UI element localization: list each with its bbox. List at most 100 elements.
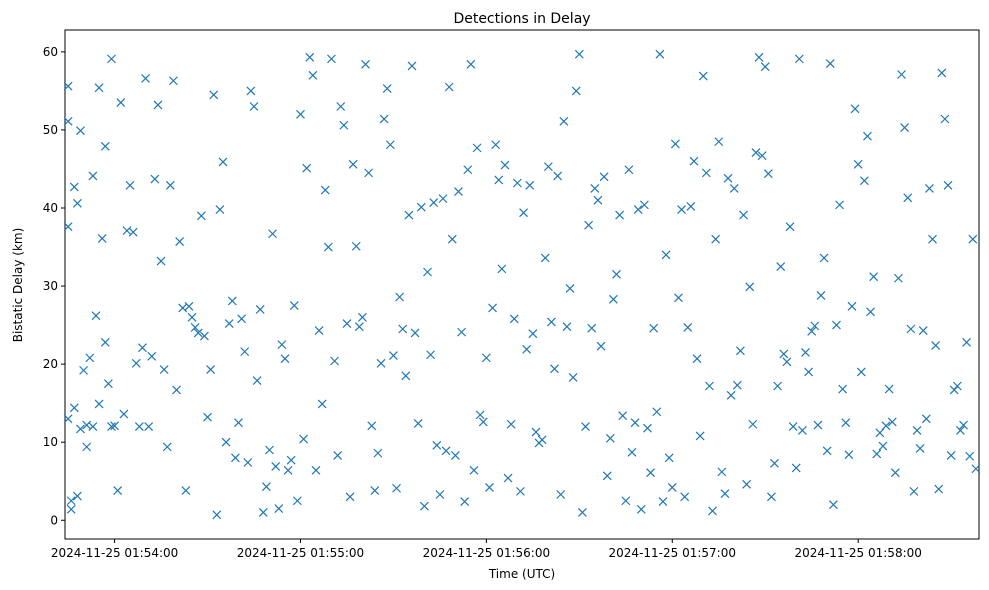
data-point <box>345 492 355 502</box>
data-point <box>797 426 807 435</box>
data-point <box>918 326 928 335</box>
data-point <box>643 423 652 433</box>
data-point <box>187 312 197 322</box>
data-point <box>946 451 956 460</box>
data-point <box>962 337 972 347</box>
data-point <box>751 148 761 157</box>
data-point <box>931 340 941 350</box>
data-point <box>630 418 640 428</box>
data-point <box>469 465 479 475</box>
data-point <box>342 319 352 328</box>
data-point <box>107 422 116 432</box>
data-point <box>265 445 274 455</box>
y-tick-label: 20 <box>43 357 58 371</box>
data-point <box>856 367 866 377</box>
data-point <box>571 86 581 96</box>
data-point <box>441 446 451 456</box>
data-point <box>314 326 324 335</box>
data-point <box>590 184 600 193</box>
data-point <box>801 347 810 357</box>
data-point <box>649 323 659 333</box>
data-point <box>903 193 913 203</box>
data-point <box>478 417 488 427</box>
data-point <box>450 451 460 460</box>
data-point <box>358 312 367 322</box>
data-point <box>376 358 386 368</box>
data-point <box>181 486 191 496</box>
data-point <box>311 465 321 475</box>
data-point <box>463 165 473 175</box>
data-point <box>156 256 166 266</box>
data-point <box>292 496 302 506</box>
plot-area <box>64 29 980 540</box>
data-point <box>674 293 683 303</box>
data-point <box>667 483 677 492</box>
data-point <box>965 451 975 461</box>
data-point <box>670 139 680 149</box>
data-point <box>119 409 129 419</box>
data-point <box>481 353 491 363</box>
data-point <box>277 340 287 350</box>
data-point <box>587 323 597 333</box>
data-point <box>844 450 854 460</box>
data-point <box>150 174 160 184</box>
data-point <box>475 410 485 420</box>
data-point <box>116 98 126 108</box>
data-point <box>373 448 383 458</box>
data-point <box>351 241 361 251</box>
data-point <box>63 81 73 91</box>
data-point <box>785 222 795 232</box>
data-point <box>212 510 222 520</box>
data-point <box>593 195 603 205</box>
data-point <box>928 234 937 244</box>
data-point <box>959 420 968 430</box>
data-point <box>807 326 817 336</box>
data-point <box>447 234 457 244</box>
data-point <box>664 453 674 463</box>
data-point <box>732 380 742 390</box>
data-point <box>708 506 717 516</box>
y-tick-label: 60 <box>43 45 58 59</box>
data-point <box>553 171 563 181</box>
data-point <box>392 483 401 493</box>
data-point <box>128 227 138 237</box>
data-point <box>460 497 470 506</box>
data-point <box>457 327 467 337</box>
data-point <box>230 453 240 463</box>
data-point <box>695 431 705 441</box>
data-point <box>804 367 814 377</box>
data-point <box>717 467 727 477</box>
data-point <box>825 59 835 68</box>
data-point <box>125 180 135 190</box>
data-point <box>370 486 380 496</box>
data-point <box>782 357 792 367</box>
data-point <box>832 320 841 330</box>
data-point <box>853 159 863 169</box>
data-point <box>736 346 745 356</box>
data-point <box>63 414 73 424</box>
data-point <box>246 86 256 96</box>
data-point <box>937 68 947 78</box>
data-point <box>760 62 770 72</box>
data-point <box>240 347 250 357</box>
data-point <box>271 461 281 471</box>
y-axis-ticks: 0 10 20 30 40 50 60 <box>43 45 65 527</box>
data-point <box>410 328 420 338</box>
data-point <box>562 322 572 332</box>
data-point <box>339 120 349 130</box>
data-point <box>788 422 798 432</box>
data-point <box>900 123 910 133</box>
data-point <box>543 162 553 172</box>
data-point <box>955 426 965 435</box>
data-point <box>395 292 405 302</box>
data-point <box>866 307 875 317</box>
data-point <box>940 114 950 124</box>
data-point <box>91 311 101 321</box>
data-point <box>138 343 147 353</box>
data-point <box>791 463 801 473</box>
data-point <box>605 433 615 443</box>
data-point <box>869 272 879 282</box>
data-point <box>416 202 426 212</box>
data-point <box>172 385 181 395</box>
data-point <box>915 444 925 453</box>
